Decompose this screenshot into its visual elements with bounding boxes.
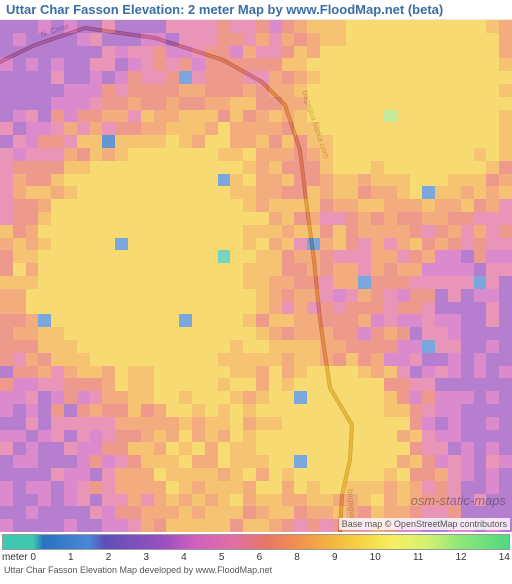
legend-tick: 4 [181,552,187,563]
map-container: N. Cmsrbagagua barka cnrbbagagua osm-sta… [0,20,512,532]
legend-ticks: meter 01234568910111214 [2,552,510,563]
legend-tick: 11 [413,552,423,563]
legend-tick: 10 [370,552,381,563]
legend-tick: meter 0 [2,552,36,563]
legend-tick: 8 [294,552,300,563]
legend-gradient [2,534,510,550]
legend-tick: 6 [257,552,263,563]
legend-tick: 5 [219,552,225,563]
legend-tick: 9 [332,552,338,563]
credit-text: Uttar Char Fasson Elevation Map develope… [0,563,512,575]
elevation-heatmap [0,20,512,532]
legend-footer: meter 01234568910111214 Uttar Char Fasso… [0,534,512,584]
legend-tick: 1 [68,552,74,563]
legend-tick: 12 [455,552,466,563]
legend-tick: 3 [143,552,149,563]
legend-tick: 2 [106,552,112,563]
attribution-text: Base map © OpenStreetMap contributors [339,518,510,530]
legend-tick: 14 [499,552,510,563]
page-title: Uttar Char Fasson Elevation: 2 meter Map… [0,0,512,20]
